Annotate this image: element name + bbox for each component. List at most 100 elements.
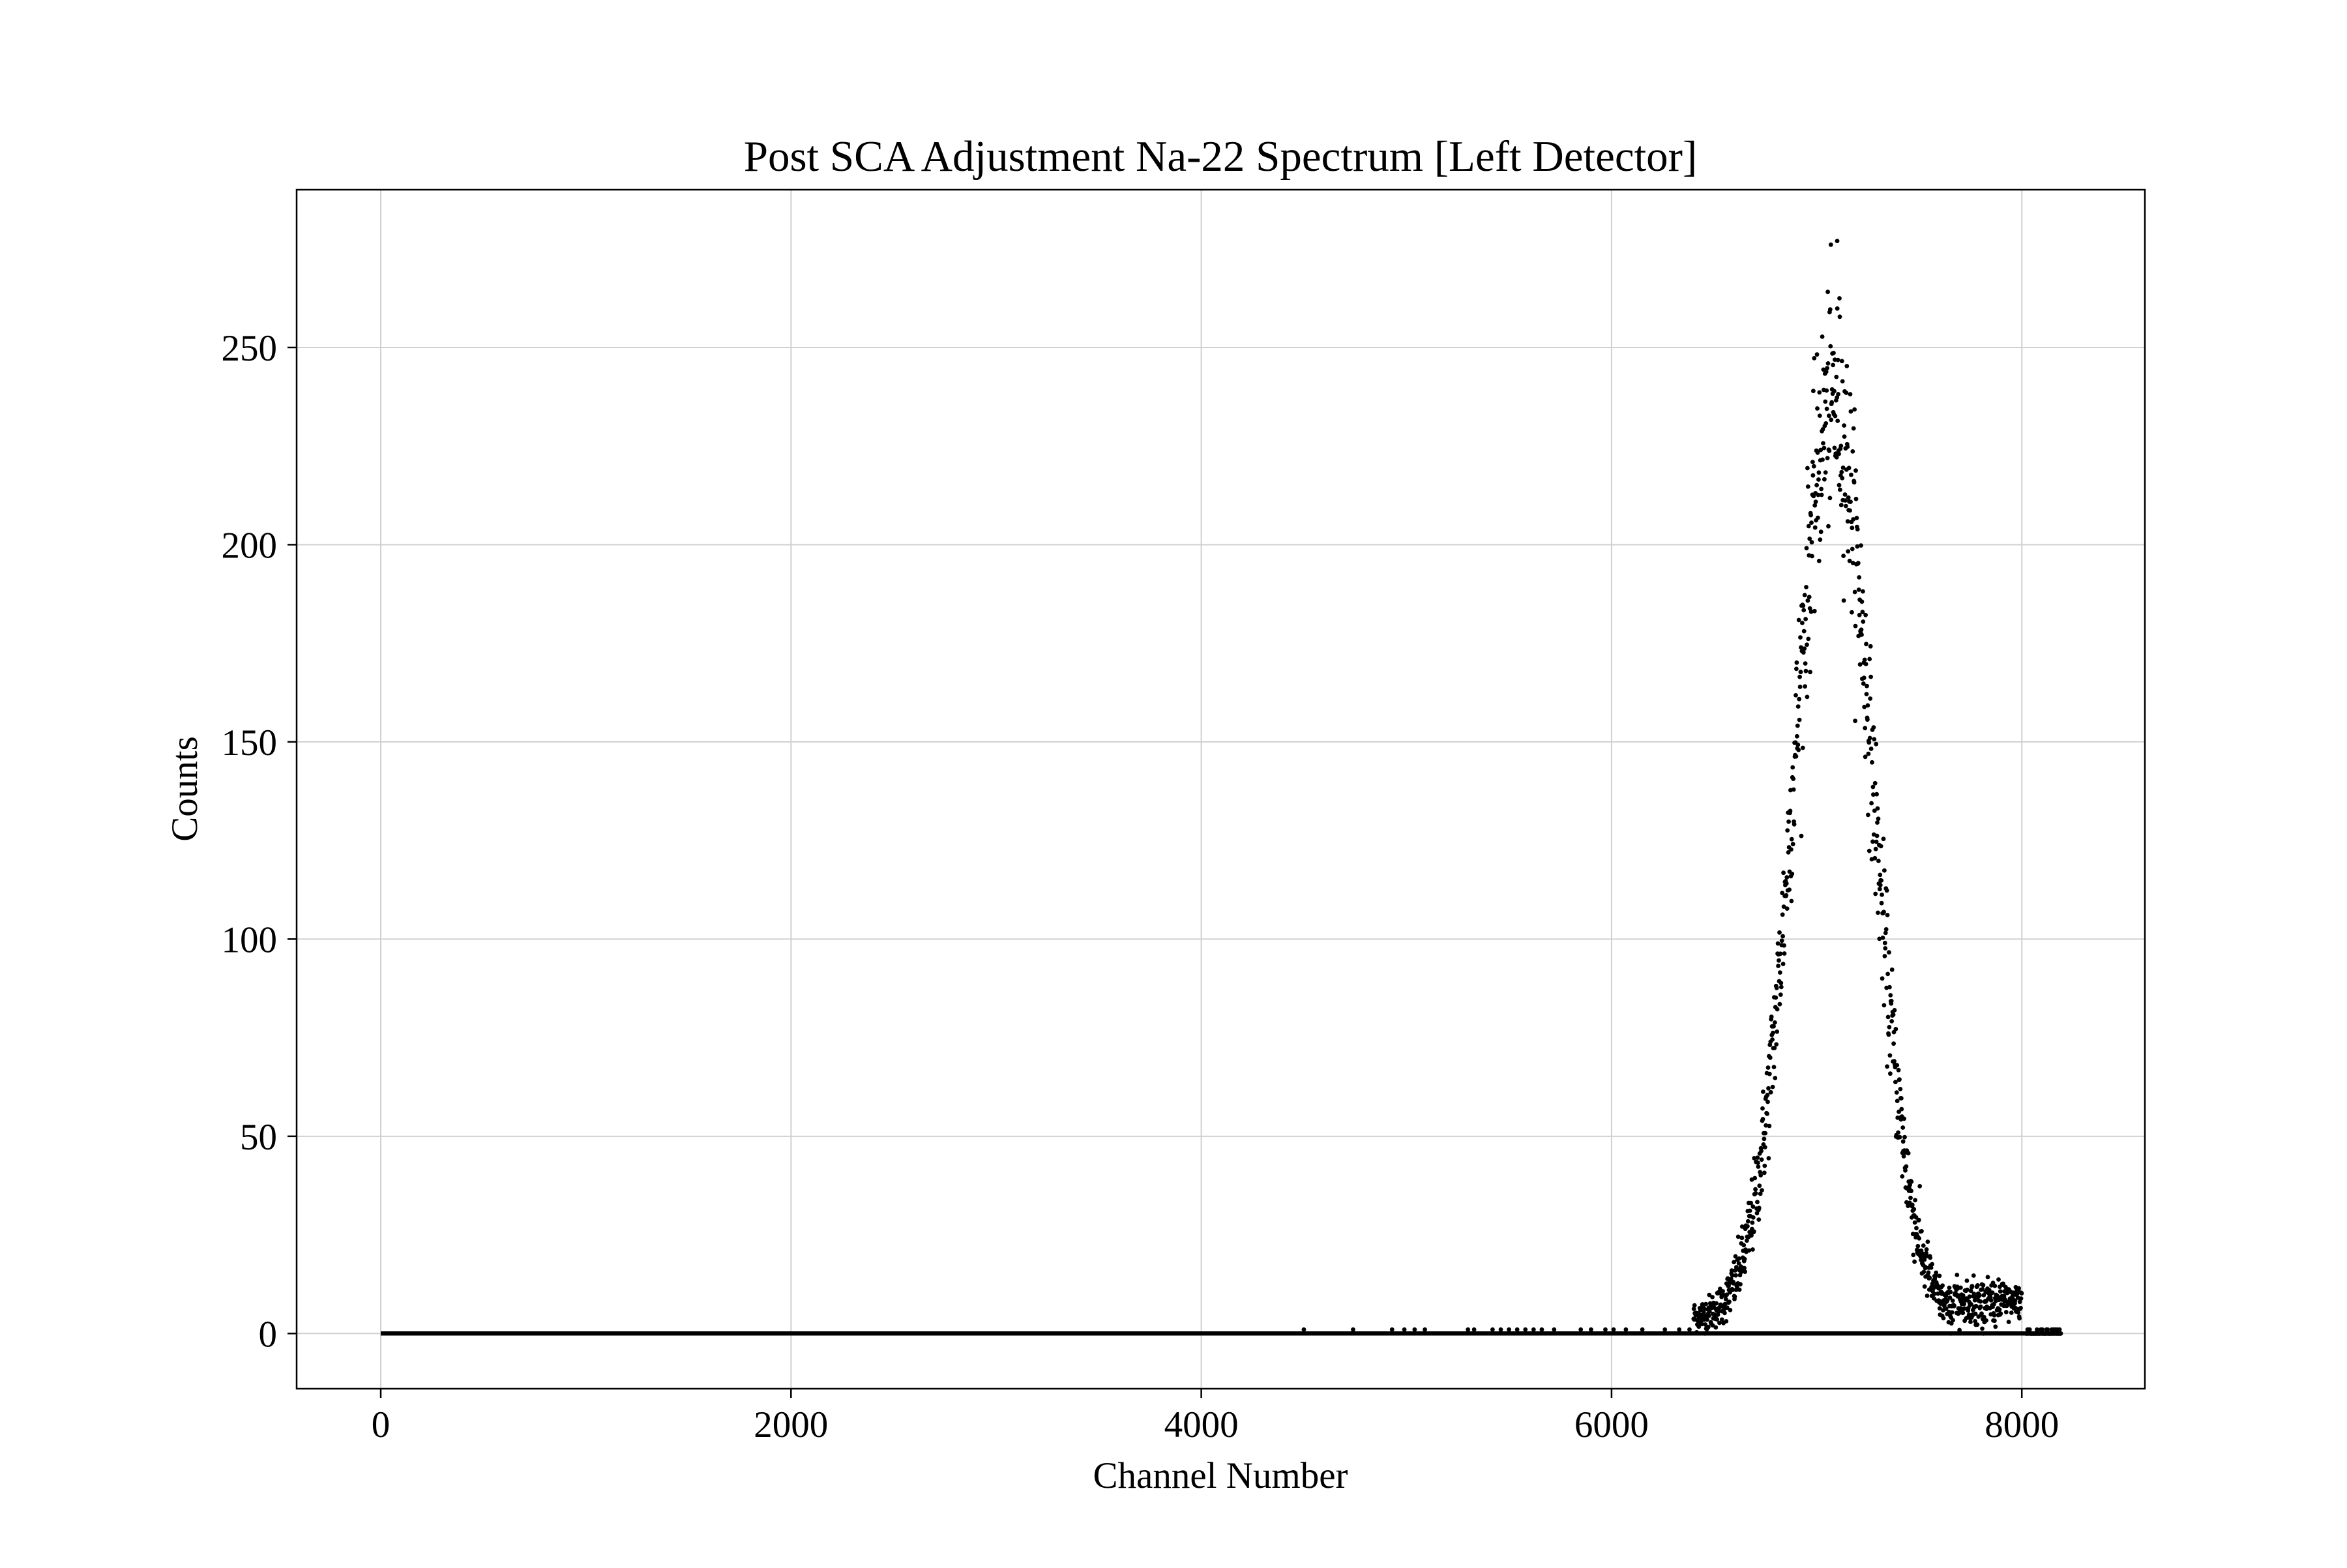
data-point (1900, 1174, 1905, 1179)
data-point (1767, 1055, 1773, 1060)
data-point (2058, 1331, 2063, 1336)
data-point (1813, 499, 1818, 505)
data-point (1806, 636, 1811, 642)
data-point (1916, 1217, 1921, 1222)
data-point (1739, 1235, 1745, 1241)
data-point (1847, 558, 1852, 563)
data-point (1707, 1292, 1712, 1297)
data-point (1837, 482, 1842, 488)
data-point (1842, 434, 1847, 439)
data-point (1816, 477, 1821, 482)
data-point (1715, 1317, 1720, 1322)
data-point (1850, 546, 1855, 552)
data-point (1694, 1330, 1699, 1335)
data-point (1937, 1306, 1942, 1311)
data-point (1764, 1123, 1769, 1128)
data-point (1844, 364, 1850, 368)
data-point (1893, 1027, 1898, 1031)
data-point (1919, 1258, 1924, 1262)
data-point (1878, 844, 1883, 849)
data-point (1923, 1265, 1928, 1271)
x-tick-label: 8000 (1985, 1404, 2059, 1445)
data-point (2017, 1316, 2022, 1321)
data-point (1840, 475, 1845, 481)
data-point (1979, 1311, 1984, 1316)
data-point (1874, 839, 1879, 844)
data-point (1899, 1096, 1904, 1101)
data-point (1812, 356, 1817, 361)
data-point (1900, 1139, 1906, 1144)
data-point (2009, 1310, 2014, 1315)
data-point (1700, 1322, 1704, 1327)
data-point (1947, 1285, 1952, 1290)
data-point (1351, 1327, 1355, 1332)
data-point (1687, 1327, 1692, 1332)
data-point (1818, 447, 1823, 452)
data-point (1782, 951, 1787, 956)
data-point (1913, 1215, 1919, 1220)
data-point (1883, 927, 1889, 932)
data-point (1808, 512, 1814, 518)
data-point (1795, 704, 1801, 709)
data-point (1846, 495, 1851, 500)
data-point (1771, 1024, 1776, 1029)
data-point (1735, 1234, 1741, 1239)
data-point (1819, 492, 1824, 497)
data-point (1761, 1089, 1765, 1094)
data-point (1778, 951, 1783, 956)
data-point (1770, 1084, 1775, 1089)
data-point (1801, 603, 1806, 608)
data-point (1750, 1247, 1755, 1252)
data-point (1865, 703, 1870, 708)
data-point (1724, 1305, 1730, 1310)
data-point (1968, 1320, 1973, 1324)
data-point (1992, 1283, 1998, 1288)
data-point (1774, 986, 1779, 990)
data-point (1913, 1198, 1918, 1203)
data-point (1885, 1014, 1891, 1020)
data-point (1817, 413, 1822, 418)
data-point (1840, 466, 1846, 470)
data-point (1859, 627, 1864, 632)
y-tick-label: 200 (222, 525, 278, 566)
data-point (1710, 1323, 1715, 1328)
data-point (1803, 661, 1808, 666)
data-point (2045, 1327, 2050, 1332)
data-point (1861, 619, 1866, 624)
data-point (1767, 1071, 1772, 1076)
data-point (1867, 740, 1872, 745)
data-point (1912, 1207, 1917, 1212)
data-point (1758, 1191, 1763, 1196)
data-point (1821, 441, 1825, 446)
data-point (1844, 503, 1848, 509)
data-point (1389, 1327, 1395, 1332)
data-point (1794, 660, 1799, 665)
data-point (1860, 610, 1865, 615)
data-point (1818, 537, 1823, 542)
data-point (1804, 546, 1809, 551)
data-point (1884, 888, 1889, 893)
data-point (1839, 469, 1844, 475)
data-point (1758, 1173, 1764, 1177)
x-axis-label: Channel Number (1093, 1455, 1348, 1496)
data-point (1728, 1308, 1733, 1312)
x-tick-label: 4000 (1164, 1404, 1239, 1445)
data-point (1853, 468, 1858, 473)
data-point (1790, 871, 1795, 876)
data-point (1301, 1327, 1306, 1332)
data-point (1797, 696, 1802, 702)
data-point (1777, 958, 1781, 963)
data-point (1852, 480, 1857, 485)
data-point (1805, 598, 1810, 603)
data-point (1865, 683, 1869, 688)
data-point (1782, 943, 1786, 948)
data-point (1750, 1220, 1755, 1225)
data-point (1514, 1327, 1520, 1332)
data-point (2040, 1327, 2045, 1332)
x-tick-label: 2000 (754, 1404, 828, 1445)
data-point (1815, 450, 1820, 455)
data-point (1879, 878, 1884, 883)
data-point (1872, 808, 1877, 813)
data-point (1726, 1283, 1732, 1288)
data-point (1767, 1123, 1772, 1129)
